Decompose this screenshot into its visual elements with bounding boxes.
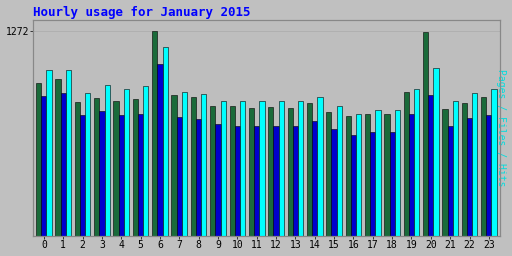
- Bar: [428, 95, 434, 236]
- Bar: [279, 101, 284, 236]
- Bar: [177, 117, 182, 236]
- Bar: [85, 93, 91, 236]
- Bar: [453, 101, 458, 236]
- Bar: [472, 93, 477, 236]
- Bar: [356, 114, 361, 236]
- Bar: [138, 114, 143, 236]
- Bar: [481, 98, 486, 236]
- Bar: [486, 115, 492, 236]
- Bar: [66, 70, 71, 236]
- Bar: [191, 98, 196, 236]
- Bar: [370, 132, 375, 236]
- Bar: [36, 83, 41, 236]
- Bar: [47, 70, 52, 236]
- Bar: [229, 105, 234, 236]
- Bar: [331, 129, 337, 236]
- Bar: [163, 47, 168, 236]
- Bar: [317, 98, 323, 236]
- Bar: [210, 106, 216, 236]
- Bar: [434, 68, 439, 236]
- Bar: [60, 93, 66, 236]
- Bar: [94, 98, 99, 236]
- Text: Hourly usage for January 2015: Hourly usage for January 2015: [33, 6, 251, 18]
- Bar: [492, 89, 497, 236]
- Bar: [442, 109, 447, 236]
- Bar: [201, 94, 206, 236]
- Bar: [240, 101, 245, 236]
- Bar: [346, 116, 351, 236]
- Bar: [182, 92, 187, 236]
- Bar: [268, 107, 273, 236]
- Bar: [41, 96, 47, 236]
- Bar: [409, 114, 414, 236]
- Bar: [293, 126, 298, 236]
- Bar: [114, 101, 119, 236]
- Bar: [467, 119, 472, 236]
- Bar: [157, 63, 163, 236]
- Bar: [447, 126, 453, 236]
- Bar: [375, 110, 380, 236]
- Bar: [390, 132, 395, 236]
- Bar: [221, 101, 226, 236]
- Bar: [234, 126, 240, 236]
- Bar: [273, 126, 279, 236]
- Bar: [216, 124, 221, 236]
- Bar: [385, 114, 390, 236]
- Bar: [365, 114, 370, 236]
- Bar: [395, 110, 400, 236]
- Bar: [75, 102, 80, 236]
- Bar: [104, 86, 110, 236]
- Bar: [312, 121, 317, 236]
- Bar: [133, 99, 138, 236]
- Bar: [259, 101, 265, 236]
- Bar: [172, 95, 177, 236]
- Bar: [403, 92, 409, 236]
- Y-axis label: Pages / Files / Hits: Pages / Files / Hits: [497, 69, 506, 187]
- Bar: [249, 108, 254, 236]
- Bar: [307, 103, 312, 236]
- Bar: [414, 89, 419, 236]
- Bar: [462, 103, 467, 236]
- Bar: [254, 126, 259, 236]
- Bar: [351, 135, 356, 236]
- Bar: [196, 119, 201, 236]
- Bar: [55, 79, 60, 236]
- Bar: [288, 108, 293, 236]
- Bar: [152, 31, 157, 236]
- Bar: [298, 101, 303, 236]
- Bar: [80, 115, 85, 236]
- Bar: [337, 105, 342, 236]
- Bar: [143, 86, 148, 236]
- Bar: [124, 89, 129, 236]
- Bar: [99, 111, 104, 236]
- Bar: [119, 115, 124, 236]
- Bar: [423, 32, 428, 236]
- Bar: [326, 112, 331, 236]
